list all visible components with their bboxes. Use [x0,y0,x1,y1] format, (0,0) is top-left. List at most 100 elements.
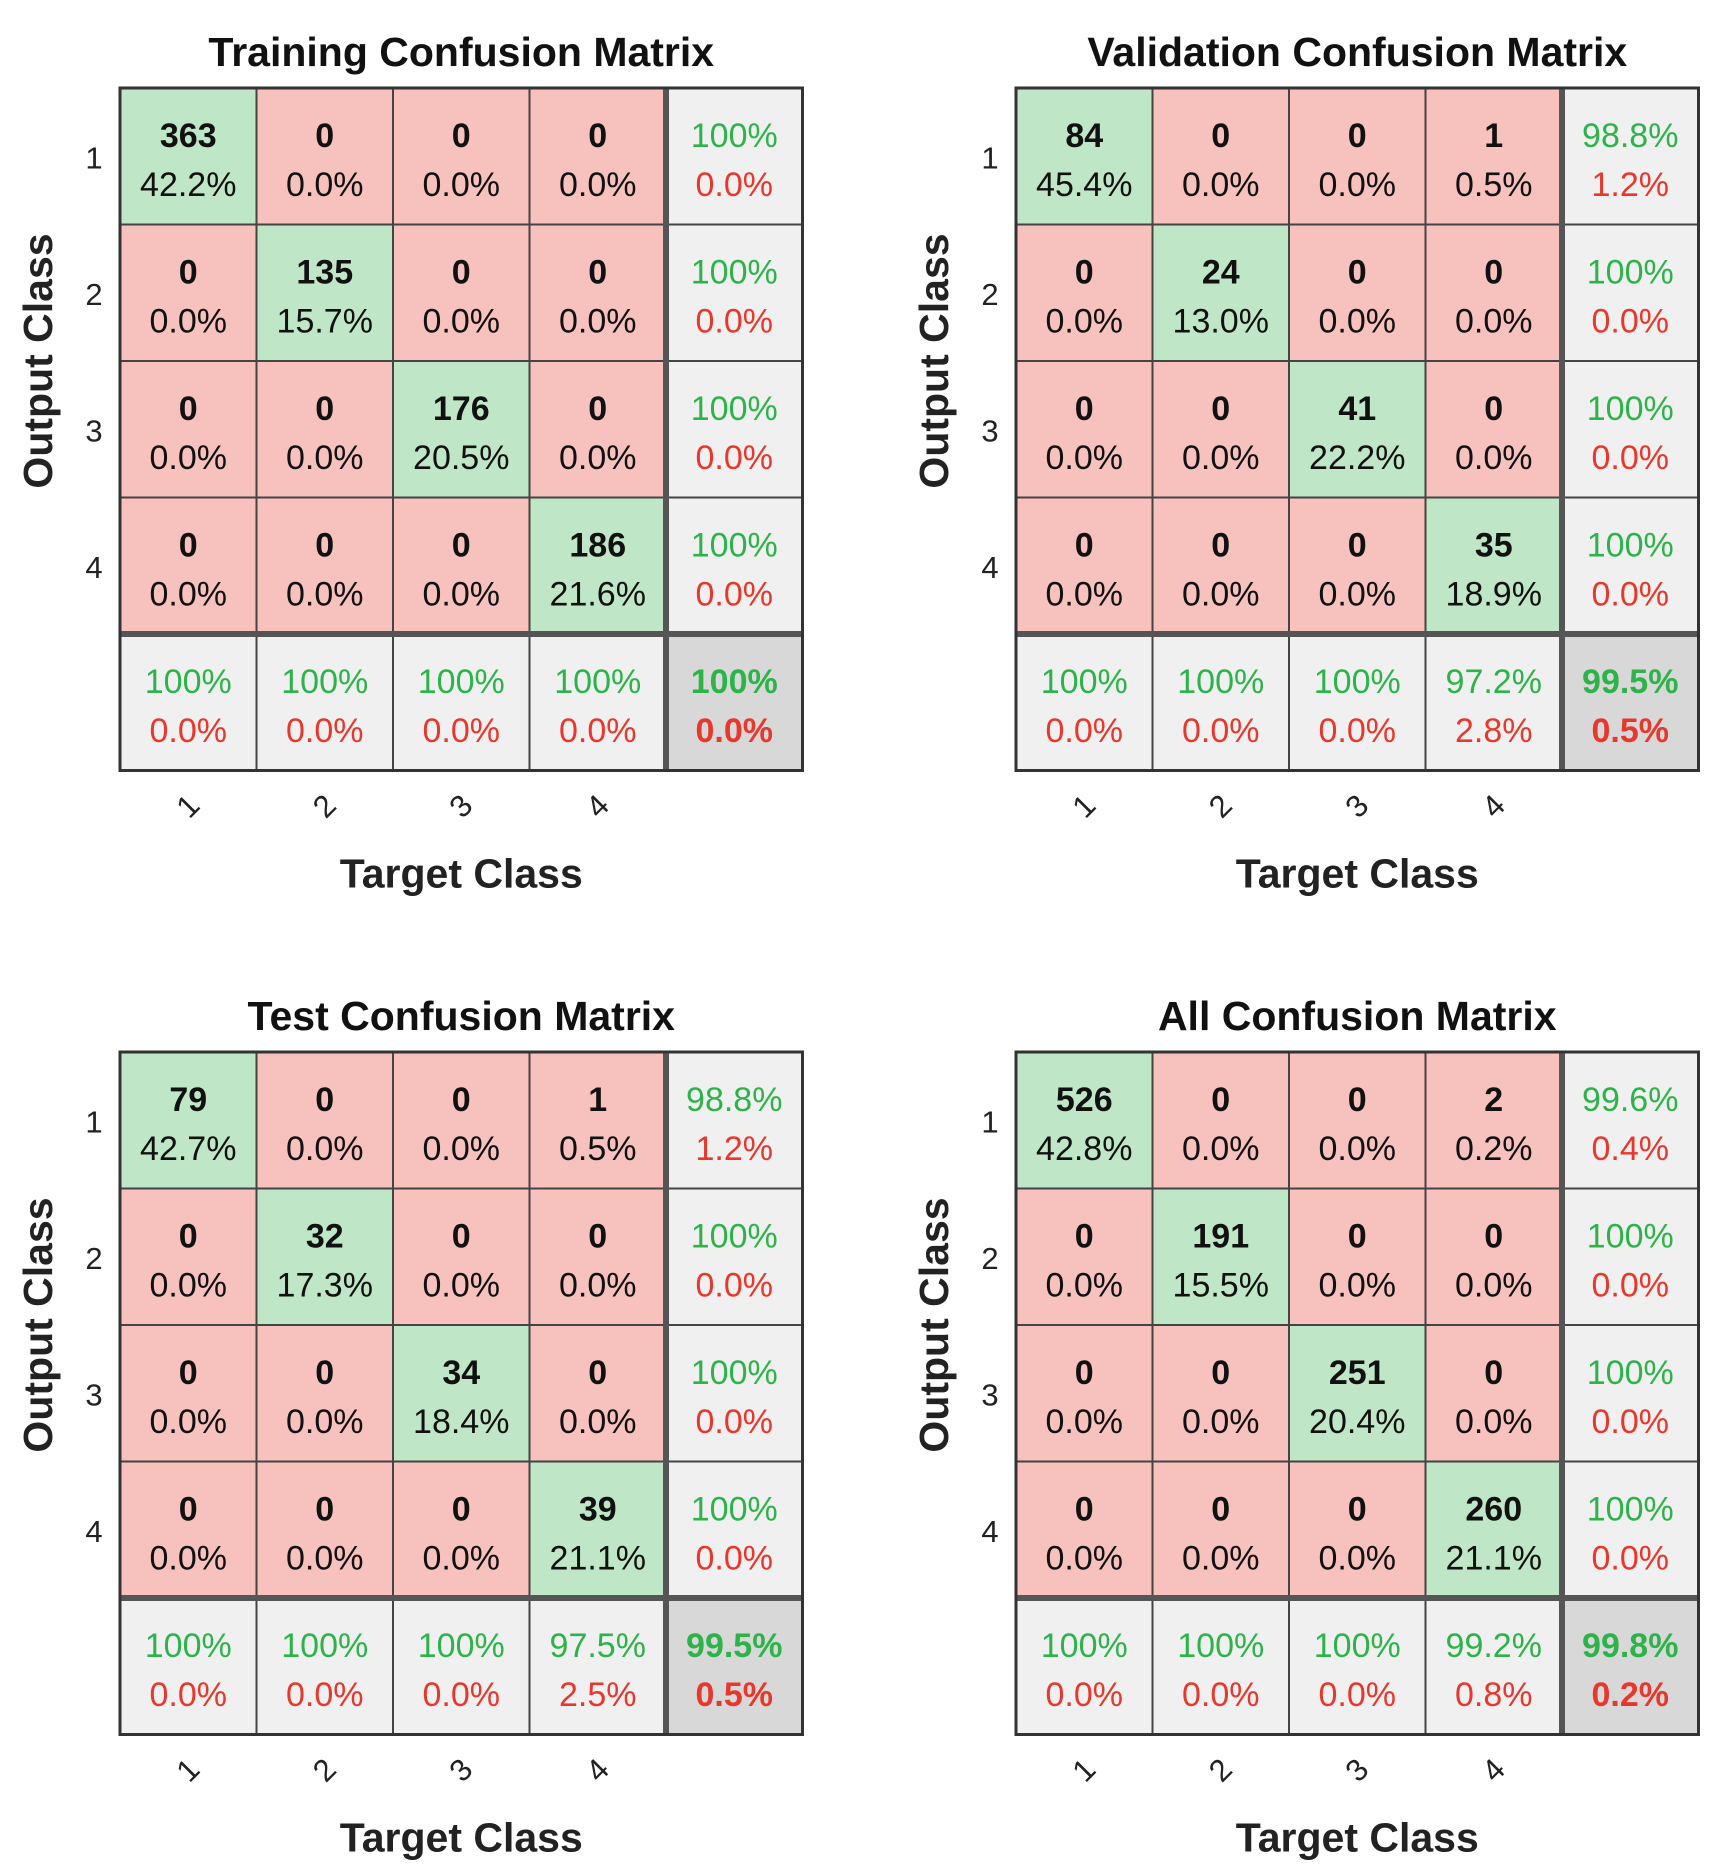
column-summary-cell [528,1597,667,1736]
x-tick-label: 2 [306,1752,343,1789]
cell-percent: 22.2% [1309,439,1405,477]
row-summary-cell [665,87,804,226]
matrix-cell [1424,496,1563,635]
overall-error: 0.5% [1592,712,1670,750]
column-summary-correct: 100% [418,663,505,701]
cell-count: 2 [1484,1081,1503,1119]
x-tick-label: 1 [1065,788,1102,825]
cell-percent: 0.0% [1046,576,1124,614]
cell-count: 0 [452,527,471,565]
matrix-cell [1424,1051,1563,1190]
cell-percent: 21.1% [1446,1540,1542,1578]
cell-count: 0 [315,390,334,428]
cell-count: 0 [1075,1354,1094,1392]
cell-count: 0 [1075,390,1094,428]
cell-count: 0 [179,390,198,428]
row-summary-correct: 99.6% [1582,1081,1678,1119]
cell-count: 0 [179,1491,198,1529]
x-tick-label: 2 [306,788,343,825]
cell-count: 1 [1484,117,1503,155]
cell-percent: 0.0% [559,439,637,477]
row-summary-correct: 100% [1587,254,1674,292]
cell-percent: 0.0% [286,439,364,477]
column-summary-wrong: 0.0% [423,1676,501,1714]
row-summary-cell [665,360,804,499]
matrix-cell [1151,360,1290,499]
cell-percent: 0.0% [286,1540,364,1578]
row-summary-correct: 100% [1587,527,1674,565]
row-summary-correct: 100% [691,1218,778,1256]
y-axis-label: Output Class [15,233,61,488]
y-tick-label: 2 [981,277,998,312]
x-axis-label: Target Class [1236,851,1479,897]
cell-percent: 0.0% [150,1267,228,1305]
cell-count: 41 [1338,390,1376,428]
cell-count: 0 [1211,1081,1230,1119]
cell-count: 0 [588,1354,607,1392]
cell-percent: 0.0% [559,1267,637,1305]
column-summary-correct: 100% [1177,1627,1264,1665]
row-summary-cell [665,1460,804,1599]
matrix-cell [528,496,667,635]
matrix-cell [1151,1324,1290,1463]
row-summary-wrong: 0.0% [696,1403,774,1441]
cell-percent: 0.0% [423,1540,501,1578]
overall-accuracy: 99.5% [1582,663,1678,701]
confusion-matrix-panel: Test Confusion Matrix7942.7%00.0%00.0%10… [15,993,804,1861]
y-tick-label: 1 [85,140,102,175]
matrix-cell [255,87,394,226]
cell-count: 84 [1065,117,1103,155]
matrix-cell [1424,87,1563,226]
cell-percent: 21.1% [550,1540,646,1578]
matrix-cell [119,223,258,362]
row-summary-cell [1561,1460,1700,1599]
cell-count: 363 [160,117,217,155]
row-summary-correct: 100% [1587,1218,1674,1256]
matrix-cell [119,1051,258,1190]
row-summary-wrong: 0.0% [696,303,774,341]
x-axis-label: Target Class [340,851,583,897]
matrix-cell [1151,1051,1290,1190]
cell-percent: 0.0% [1319,576,1397,614]
row-summary-cell [665,223,804,362]
cell-percent: 0.0% [1182,1540,1260,1578]
y-tick-label: 1 [85,1104,102,1139]
row-summary-correct: 100% [691,117,778,155]
row-summary-cell [1561,1051,1700,1190]
matrix-cell [1288,360,1427,499]
matrix-cell [392,1460,531,1599]
row-summary-wrong: 0.0% [1592,1403,1670,1441]
y-tick-label: 4 [85,550,102,585]
column-summary-correct: 100% [1041,663,1128,701]
x-tick-label: 4 [1475,1752,1512,1789]
overall-accuracy: 99.8% [1582,1627,1678,1665]
row-summary-wrong: 1.2% [696,1130,774,1168]
matrix-cell [1288,1460,1427,1599]
cell-count: 0 [179,254,198,292]
column-summary-cell [255,633,394,772]
cell-percent: 0.5% [559,1130,637,1168]
cell-percent: 18.4% [413,1403,509,1441]
row-summary-wrong: 0.0% [696,1267,774,1305]
cell-count: 79 [169,1081,207,1119]
cell-percent: 0.0% [1455,303,1533,341]
matrix-border [1014,86,1700,772]
matrix-cell [528,1324,667,1463]
matrix-cell [1288,496,1427,635]
y-tick-label: 4 [85,1514,102,1549]
column-summary-cell [119,633,258,772]
matrix-cell [1015,1187,1154,1326]
y-tick-label: 4 [981,550,998,585]
x-tick-label: 3 [1338,788,1375,825]
cell-percent: 0.0% [286,1130,364,1168]
cell-percent: 0.0% [150,1540,228,1578]
cell-percent: 42.8% [1036,1130,1132,1168]
matrix-cell [1424,1324,1563,1463]
matrix-cell [528,1187,667,1326]
matrix-cell [1288,1187,1427,1326]
overall-accuracy-cell [665,1597,804,1736]
cell-count: 0 [1075,1218,1094,1256]
row-summary-wrong: 0.0% [696,1540,774,1578]
matrix-cell [255,1051,394,1190]
matrix-cell [392,223,531,362]
